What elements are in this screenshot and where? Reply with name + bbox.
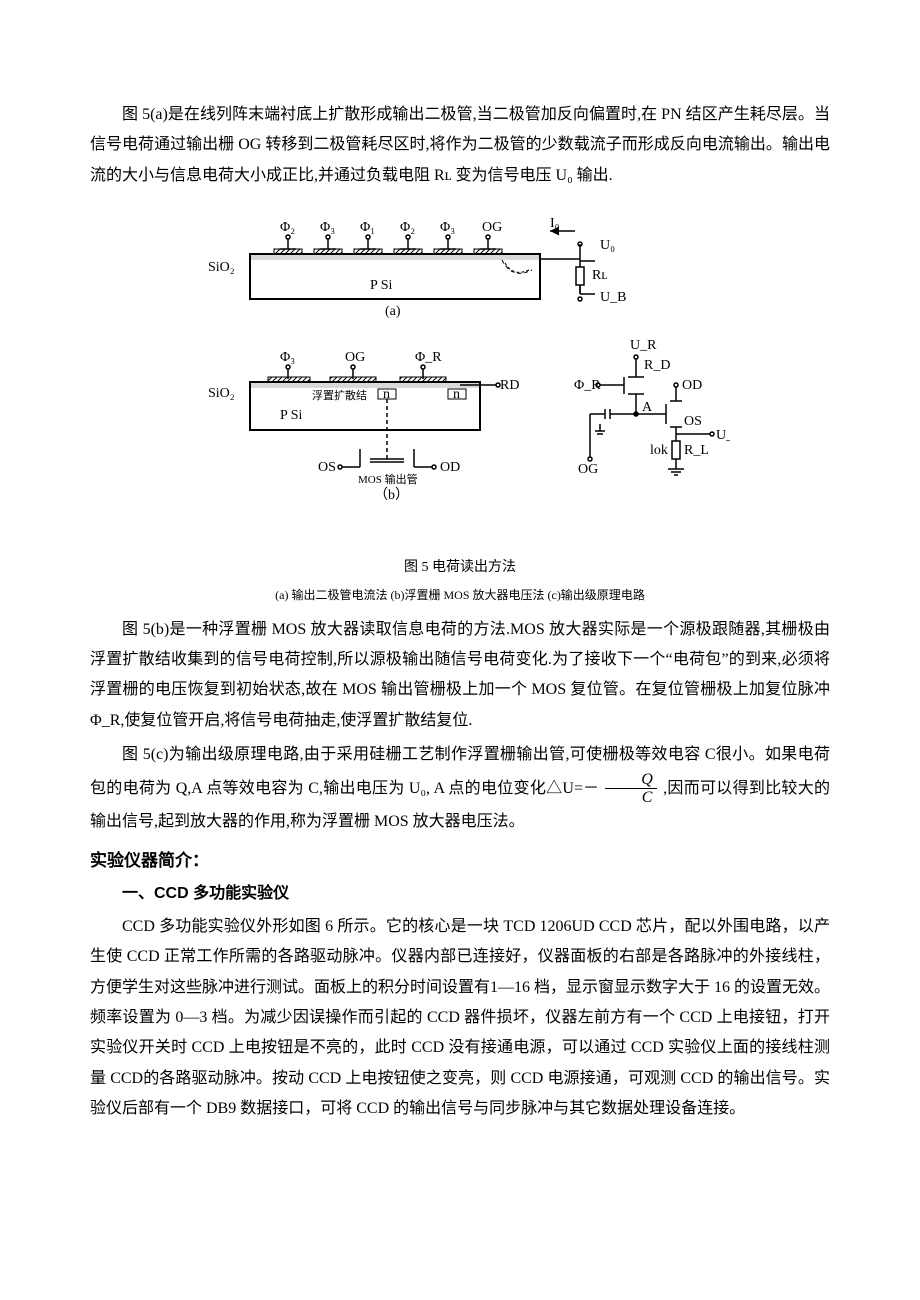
figure-5-svg: Φ₂ Φ₃ Φ₁ Φ₂ Φ₃ OG SiO₂ P Si (a) bbox=[190, 209, 730, 549]
frac-den: C bbox=[605, 789, 657, 807]
label-phir-c: Φ_R bbox=[574, 378, 601, 393]
label-n2: n bbox=[453, 387, 460, 402]
label-ub: U_B bbox=[600, 290, 626, 305]
label-rl-c: R_L bbox=[684, 443, 709, 458]
figure-caption: 图 5 电荷读出方法 bbox=[90, 555, 830, 582]
heading-instruments: 实验仪器简介： bbox=[90, 845, 830, 877]
label-mosout: MOS 输出管 bbox=[358, 472, 418, 486]
label-phi2b: Φ₂ bbox=[400, 220, 415, 235]
paragraph-1: 图 5(a)是在线列阵末端衬底上扩散形成输出二极管,当二极管加反向偏置时,在 P… bbox=[90, 100, 830, 191]
label-phi3a: Φ₃ bbox=[320, 220, 335, 235]
label-a: A bbox=[642, 400, 653, 415]
label-os-b: OS bbox=[318, 460, 336, 475]
label-sub-a: (a) bbox=[385, 304, 401, 319]
label-float: 浮置扩散结 bbox=[312, 388, 367, 402]
label-og-b: OG bbox=[345, 350, 365, 365]
fraction-qc: Q C bbox=[605, 771, 657, 807]
label-phi3b2: Φ₃ bbox=[280, 350, 295, 365]
figure-subcaption: (a) 输出二极管电流法 (b)浮置栅 MOS 放大器电压法 (c)输出级原理电… bbox=[90, 584, 830, 607]
label-uo: U_O bbox=[716, 428, 730, 443]
label-sio2-a: SiO₂ bbox=[208, 260, 235, 275]
frac-num: Q bbox=[605, 771, 657, 790]
label-phir-b: Φ_R bbox=[415, 350, 442, 365]
paragraph-4: CCD 多功能实验仪外形如图 6 所示。它的核心是一块 TCD 1206UD C… bbox=[90, 912, 830, 1125]
label-phi3b: Φ₃ bbox=[440, 220, 455, 235]
label-sio2-b: SiO₂ bbox=[208, 386, 235, 401]
label-os-c: OS bbox=[684, 414, 702, 429]
label-od-b: OD bbox=[440, 460, 460, 475]
figure-5: Φ₂ Φ₃ Φ₁ Φ₂ Φ₃ OG SiO₂ P Si (a) bbox=[90, 209, 830, 606]
subheading-ccd: 一、CCD 多功能实验仪 bbox=[90, 879, 830, 909]
label-psi-a: P Si bbox=[370, 278, 393, 293]
label-sub-b: （b） bbox=[374, 487, 409, 503]
paragraph-2: 图 5(b)是一种浮置栅 MOS 放大器读取信息电荷的方法.MOS 放大器实际是… bbox=[90, 615, 830, 737]
label-i0: I₀ bbox=[550, 216, 560, 231]
label-og-a: OG bbox=[482, 220, 502, 235]
label-rd-b: RD bbox=[500, 378, 519, 393]
label-psi-b: P Si bbox=[280, 408, 303, 423]
label-phi1: Φ₁ bbox=[360, 220, 375, 235]
label-og-c: OG bbox=[578, 462, 598, 477]
label-phi2a: Φ₂ bbox=[280, 220, 295, 235]
label-rd-c: R_D bbox=[644, 358, 670, 373]
label-od-c: OD bbox=[682, 378, 702, 393]
label-ur: U_R bbox=[630, 338, 657, 353]
label-rl-a: Rʟ bbox=[592, 268, 607, 283]
label-lok: lok bbox=[650, 443, 668, 458]
paragraph-3: 图 5(c)为输出级原理电路,由于采用硅栅工艺制作浮置栅输出管,可使栅极等效电容… bbox=[90, 740, 830, 837]
label-u0a: U₀ bbox=[600, 238, 615, 253]
